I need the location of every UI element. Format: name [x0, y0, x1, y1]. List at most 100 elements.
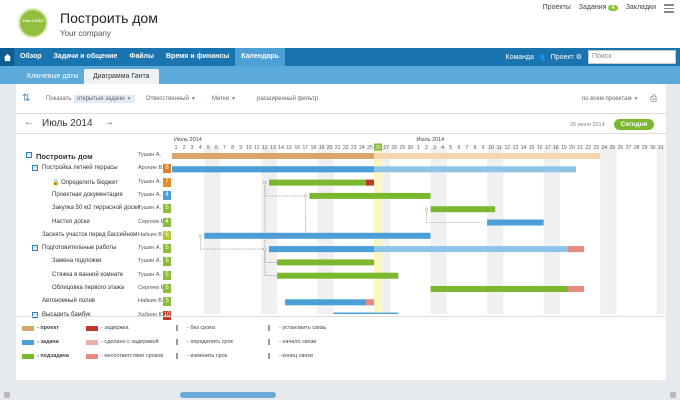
scope-select[interactable]: по всем проектам ▼	[582, 96, 639, 102]
weekend-column	[260, 146, 269, 314]
legend-label: - изменить срок	[187, 353, 228, 359]
task-number-badge: 5	[163, 244, 171, 254]
task-name[interactable]: Настил доски	[52, 218, 90, 225]
current-month: Июль 2014	[42, 118, 93, 129]
task-number-badge: 5	[163, 284, 171, 293]
tab-gantt[interactable]: Диаграмма Ганта	[84, 69, 159, 84]
tasks-link[interactable]: Задания 4	[579, 4, 618, 11]
task-row[interactable]: − Подготовительные работы Тушин А. 5	[16, 243, 172, 256]
weekend-column	[600, 146, 609, 314]
show-filter-select[interactable]: открытые задачи ▼	[74, 95, 135, 103]
bookmarks-link[interactable]: Закладки	[625, 4, 656, 11]
task-row[interactable]: Облицовка первого этажа Сергеев М. 5	[16, 283, 172, 296]
company-logo[interactable]: Your LOGO	[18, 8, 48, 38]
task-row[interactable]: Проектная документация Тушин А. 4	[16, 190, 172, 203]
task-number-badge: 8	[163, 164, 171, 174]
collapse-toggle-icon[interactable]: −	[32, 165, 38, 172]
scroll-thumb[interactable]	[180, 392, 276, 398]
task-name[interactable]: Постройка летней террасы	[42, 165, 118, 172]
task-number-badge: 10	[163, 310, 171, 320]
day-number: 21	[335, 145, 341, 151]
search-input[interactable]: Поиск	[588, 50, 676, 64]
today-column	[374, 146, 383, 314]
task-row[interactable]: Настил доски Сергеев М. 4	[16, 217, 172, 230]
responsible-filter[interactable]: Ответственный ▼	[146, 96, 196, 102]
nav-tasks[interactable]: Задачи и общение	[53, 53, 118, 60]
day-number: 7	[466, 145, 469, 151]
projects-link[interactable]: Проекты	[542, 4, 571, 11]
task-row[interactable]: − Высадить бамбук Хабиян Ю. 10	[16, 310, 172, 323]
task-row[interactable]: Закупка 50 м2 террасной доски Тушин А. 5	[16, 203, 172, 216]
task-row[interactable]: Замена подложки Тушин А. 5	[16, 256, 172, 269]
legend-label: - несоответствие сроков	[101, 353, 164, 359]
dependency-dot	[263, 181, 267, 185]
day-number: 26	[618, 145, 624, 151]
task-row[interactable]: Стяжка в ванной комнате Тушин А. 5	[16, 270, 172, 283]
task-name[interactable]: Замена подложки	[52, 258, 102, 265]
arrow-right-icon[interactable]: →	[104, 117, 114, 128]
labels-filter[interactable]: Метки ▼	[212, 96, 236, 102]
team-link[interactable]: Команда 👥	[506, 53, 545, 61]
scroll-right-arrow[interactable]	[670, 392, 676, 398]
day-number: 28	[391, 145, 397, 151]
task-name[interactable]: Проектная документация	[52, 191, 123, 198]
collapse-toggle-icon[interactable]: −	[26, 152, 32, 158]
day-number: 8	[474, 145, 477, 151]
task-name[interactable]: Засеять участок перед бассейном	[42, 231, 138, 238]
task-row[interactable]: Засеять участок перед бассейном Набкин В.…	[16, 230, 172, 243]
task-name[interactable]: Облицовка первого этажа	[52, 285, 125, 291]
task-name[interactable]: Подготовительные работы	[42, 245, 117, 252]
task-name[interactable]: Построить дом	[36, 152, 93, 161]
task-name[interactable]: 🔒 Определить бюджет	[52, 179, 118, 186]
nav-time-finance[interactable]: Время и финансы	[165, 53, 230, 60]
day-number: 4	[199, 145, 202, 151]
collapse-toggle-icon[interactable]: −	[32, 311, 38, 318]
task-assignee: Тушин А.	[138, 205, 162, 212]
project-link[interactable]: Проект ⚙	[551, 53, 582, 61]
task-row[interactable]: − Постройка летней террасы Аронин В. 8	[16, 163, 172, 176]
task-assignee: Тушин А.	[138, 152, 162, 158]
dependency-line	[199, 235, 265, 250]
weekend-column	[204, 146, 213, 314]
task-row[interactable]: Автономный полив Набкин В. 5	[16, 296, 172, 309]
legend-item: - задача	[22, 339, 59, 345]
task-name[interactable]: Стяжка в ванной комнате	[52, 271, 124, 278]
weekend-column	[543, 146, 552, 314]
tab-key-dates[interactable]: Ключевые даты	[27, 73, 79, 80]
project-label: Проект	[550, 54, 574, 61]
today-button[interactable]: Сегодня	[614, 119, 654, 130]
print-icon[interactable]: ⎙	[650, 93, 658, 103]
day-number: 31	[658, 145, 664, 151]
task-row[interactable]: − Построить дом Тушин А.	[16, 150, 172, 163]
date-bar: ← Июль 2014 → 26 июня 2014 Сегодня	[16, 114, 666, 134]
day-number: 22	[585, 145, 591, 151]
legend-item: - определить срок	[176, 339, 233, 345]
gantt-bar-progress	[365, 179, 374, 186]
gantt-bar	[487, 219, 544, 226]
task-name[interactable]: Высадить бамбук	[42, 311, 91, 318]
menu-icon[interactable]	[664, 4, 674, 13]
home-icon[interactable]	[0, 48, 14, 66]
day-number: 29	[642, 145, 648, 151]
expand-icon[interactable]: ⇅	[22, 93, 31, 104]
task-name[interactable]: Автономный полив	[42, 298, 95, 305]
dependency-dot	[198, 234, 202, 238]
day-number: 2	[183, 145, 186, 151]
day-number: 13	[513, 145, 519, 151]
day-number: 3	[433, 145, 436, 151]
day-number: 15	[286, 145, 292, 151]
task-row[interactable]: 🔒 Определить бюджет Тушин А. 7	[16, 177, 172, 190]
task-name[interactable]: Закупка 50 м2 террасной доски	[52, 205, 140, 212]
horizontal-scrollbar[interactable]	[0, 390, 680, 400]
collapse-toggle-icon[interactable]: −	[32, 245, 38, 252]
nav-overview[interactable]: Обзор	[20, 53, 42, 60]
task-number-badge: 5	[163, 204, 171, 214]
nav-calendar[interactable]: Календарь	[235, 48, 285, 66]
weekend-column	[325, 146, 334, 314]
nav-files[interactable]: Файлы	[129, 53, 154, 60]
advanced-filter-link[interactable]: расширенный фильтр	[257, 96, 319, 102]
gantt-bar	[268, 246, 576, 253]
scroll-left-arrow[interactable]	[4, 392, 10, 398]
company-name: Your company	[60, 29, 111, 38]
arrow-left-icon[interactable]: ←	[24, 117, 34, 128]
